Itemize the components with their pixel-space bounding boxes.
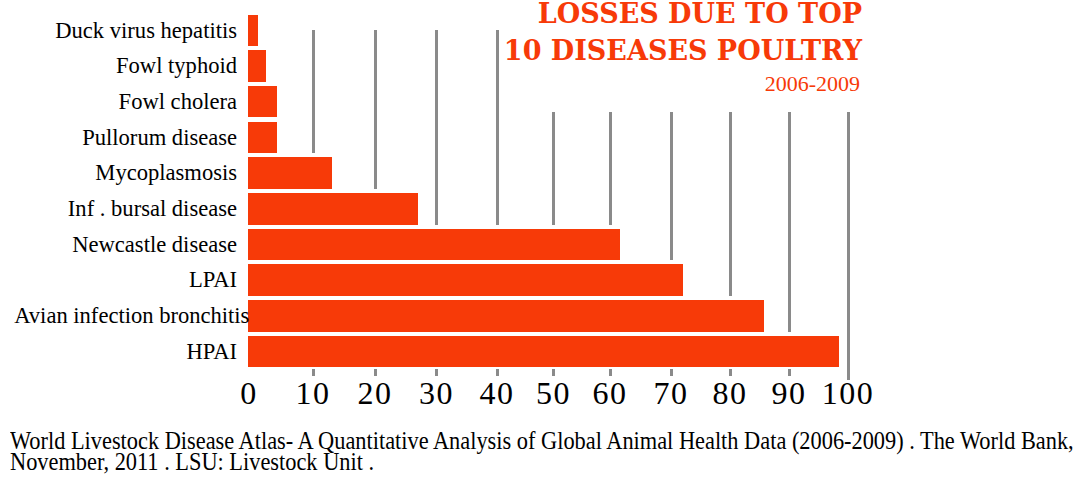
- category-label: HPAI: [14, 336, 237, 368]
- tick-label-0: 0: [240, 375, 258, 412]
- bar-hpai: [248, 336, 839, 368]
- tick-label-80: 80: [713, 375, 748, 412]
- gridline-40: [496, 30, 499, 225]
- gridline-100: [847, 112, 850, 380]
- tick-label-40: 40: [480, 375, 515, 412]
- category-label: LPAI: [14, 264, 237, 296]
- category-label: Inf . bursal disease: [14, 193, 237, 225]
- bar-pullorum-disease: [248, 122, 277, 154]
- bar-inf-bursal-disease: [248, 193, 418, 225]
- gridline-80: [729, 112, 732, 296]
- gridline-70: [670, 112, 673, 260]
- bar-avian-infection-bronchitis: [248, 300, 764, 332]
- gridline-90: [788, 112, 791, 332]
- bar-fowl-typhoid: [248, 50, 266, 82]
- gridline-20: [374, 30, 377, 189]
- bar-mycoplasmosis: [248, 157, 332, 189]
- category-label: Duck virus hepatitis: [14, 15, 237, 47]
- category-label: Fowl typhoid: [14, 50, 237, 82]
- tick-label-70: 70: [654, 375, 689, 412]
- tick-label-90: 90: [772, 375, 807, 412]
- source-note: World Livestock Disease Atlas- A Quantit…: [10, 431, 1074, 472]
- bar-chart: Duck virus hepatitisFowl typhoid Fowl cho…: [0, 0, 1083, 480]
- tick-label-50: 50: [536, 375, 571, 412]
- category-label: Fowl cholera: [14, 86, 237, 118]
- tick-label-20: 20: [358, 375, 393, 412]
- bar-newcastle-disease: [248, 229, 620, 261]
- chart-title-line2: 10 DISEASES POULTRY: [504, 37, 862, 64]
- chart-subtitle: 2006-2009: [765, 73, 860, 95]
- category-label: Newcastle disease: [14, 229, 237, 261]
- category-label: Pullorum disease: [14, 122, 237, 154]
- bar-duck-virus-hepatitis: [248, 15, 258, 47]
- chart-title-line1: LOSSES DUE TO TOP: [538, 0, 862, 27]
- category-label: Avian infection bronchitis: [14, 300, 237, 332]
- gridline-10: [312, 30, 315, 153]
- tick-label-60: 60: [593, 375, 628, 412]
- tick-label-10: 10: [296, 375, 331, 412]
- tick-label-100: 100: [822, 375, 875, 412]
- gridline-30: [435, 30, 438, 225]
- gridline-50: [552, 112, 555, 225]
- tick-label-30: 30: [419, 375, 454, 412]
- bar-lpai: [248, 264, 683, 296]
- category-label: Mycoplasmosis: [14, 157, 237, 189]
- gridline-60: [609, 112, 612, 225]
- bar-fowl-cholera: [248, 86, 277, 118]
